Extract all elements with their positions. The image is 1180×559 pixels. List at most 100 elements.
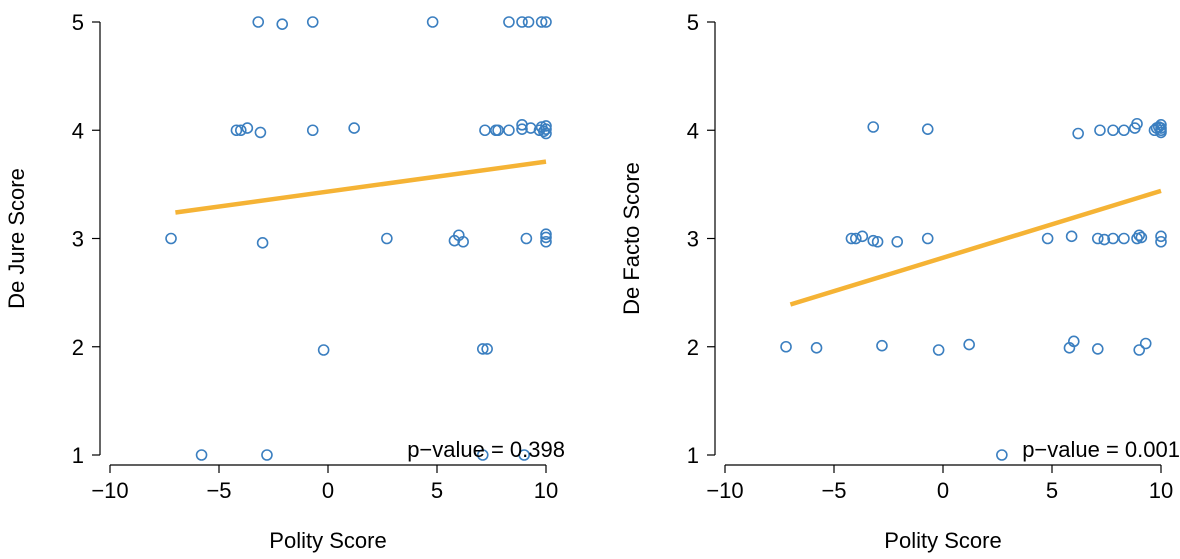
defacto-data-point	[921, 232, 934, 245]
dejure-data-point	[348, 122, 360, 134]
defacto-y-tick-label: 2	[687, 335, 699, 360]
defacto-data-point	[876, 339, 888, 352]
dejure-data-point	[276, 18, 289, 30]
dejure-data-point	[516, 123, 528, 135]
defacto-x-tick-label: 0	[937, 478, 949, 503]
defacto-regression-line	[789, 188, 1162, 307]
dejure-data-point	[195, 449, 208, 461]
dejure-data-point	[481, 343, 493, 355]
dejure-data-point	[476, 449, 489, 461]
dejure-data-point	[540, 228, 552, 240]
dejure-data-point	[241, 122, 254, 134]
dejure-data-point	[492, 124, 504, 137]
dejure-p-value-annotation: p−value = 0.398	[407, 437, 565, 462]
defacto-p-value-annotation: p−value = 0.001	[1022, 437, 1180, 462]
dejure-x-tick-label: −5	[206, 478, 231, 503]
defacto-data-point	[1041, 232, 1054, 245]
defacto-data-point	[780, 340, 792, 353]
dejure-data-point	[306, 16, 319, 28]
dejure-y-tick-label: 5	[72, 10, 84, 35]
dejure-data-point	[165, 232, 177, 245]
dejure-regression-line	[175, 159, 547, 215]
dejure-y-tick-label: 1	[72, 443, 84, 468]
dejure-data-point	[540, 123, 552, 135]
defacto-y-axis-title: De Facto Score	[619, 162, 644, 315]
defacto-data-point	[867, 234, 880, 247]
defacto-data-point	[1155, 119, 1167, 131]
dejure-x-tick-label: 0	[322, 478, 334, 503]
defacto-y-tick-label: 3	[687, 227, 699, 252]
dejure-x-tick-label: 5	[431, 478, 443, 503]
dejure-data-point	[522, 16, 535, 28]
defacto-data-point	[1133, 344, 1145, 356]
defacto-data-point	[871, 235, 884, 248]
defacto-data-point	[1118, 232, 1130, 245]
defacto-data-point	[1094, 124, 1106, 137]
defacto-data-point	[1155, 230, 1167, 243]
dejure-data-point	[479, 124, 491, 137]
defacto-data-point	[810, 342, 823, 354]
defacto-data-point	[996, 449, 1008, 461]
defacto-data-point	[1065, 230, 1078, 243]
dejure-data-point	[503, 124, 515, 137]
dejure-data-point	[540, 235, 552, 248]
dejure-scatter-panel: −10 −5 0 5 10 1 2 3 4 5 Polity Score De Jure Score p…	[4, 10, 565, 553]
defacto-data-point	[867, 121, 880, 133]
dejure-y-tick-label: 4	[72, 118, 84, 143]
defacto-data-point	[1155, 126, 1167, 139]
defacto-x-tick-label: 5	[1046, 478, 1058, 503]
defacto-data-point	[1135, 231, 1148, 244]
dejure-data-point	[261, 449, 273, 461]
defacto-data-point	[963, 338, 975, 351]
defacto-data-point	[1155, 235, 1167, 248]
dejure-data-point	[381, 232, 393, 245]
dejure-data-point	[317, 344, 330, 356]
defacto-x-axis-title: Polity Score	[884, 528, 1001, 553]
defacto-data-point	[1133, 229, 1145, 242]
defacto-y-tick-label: 1	[687, 443, 699, 468]
defacto-y-tick-label: 4	[687, 118, 699, 143]
dejure-data-point	[252, 16, 265, 28]
dejure-data-point	[520, 232, 533, 245]
defacto-data-point	[1072, 127, 1084, 140]
dejure-y-tick-label: 3	[72, 227, 84, 252]
dejure-data-point	[476, 343, 489, 355]
defacto-scatter-panel: −10 −5 0 5 10 1 2 3 4 5 Polity Score De Facto Score…	[619, 10, 1180, 553]
dejure-x-tick-label: 10	[534, 478, 558, 503]
defacto-x-tick-label: 10	[1149, 478, 1173, 503]
dejure-data-point	[306, 124, 319, 137]
dejure-data-point	[540, 231, 552, 244]
defacto-data-point	[1131, 117, 1143, 130]
defacto-data-point	[1107, 232, 1119, 245]
dejure-data-point	[235, 124, 247, 137]
dejure-data-point	[254, 126, 267, 139]
dejure-x-tick-label: −10	[91, 478, 128, 503]
defacto-x-tick-label: −10	[706, 478, 743, 503]
dejure-data-point	[230, 124, 243, 137]
defacto-data-point	[1091, 232, 1104, 245]
defacto-data-point	[849, 232, 862, 245]
dejure-data-point	[518, 449, 531, 461]
defacto-data-point	[891, 235, 904, 248]
dejure-data-point	[540, 127, 552, 140]
defacto-data-point	[932, 344, 945, 356]
dejure-y-axis-title: De Jure Score	[4, 168, 29, 309]
defacto-x-tick-label: −5	[821, 478, 846, 503]
defacto-data-point	[1118, 124, 1130, 137]
dejure-data-point	[457, 235, 469, 248]
defacto-data-point	[1091, 343, 1104, 355]
defacto-data-point	[921, 123, 934, 135]
dejure-x-axis-title: Polity Score	[269, 528, 386, 553]
defacto-data-point	[1098, 233, 1111, 246]
dejure-data-point	[503, 16, 515, 28]
defacto-data-point	[845, 232, 858, 245]
dejure-data-point	[535, 16, 548, 28]
dejure-data-point	[516, 16, 528, 28]
dejure-data-point	[256, 237, 269, 249]
dejure-y-tick-label: 2	[72, 335, 84, 360]
dejure-data-point	[538, 125, 550, 138]
dejure-data-point	[540, 120, 552, 132]
defacto-data-point	[1107, 124, 1119, 137]
